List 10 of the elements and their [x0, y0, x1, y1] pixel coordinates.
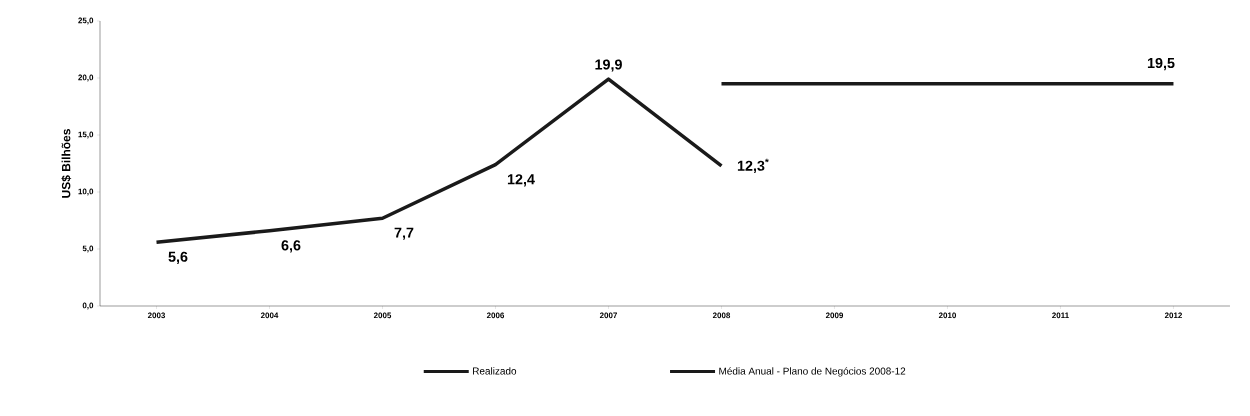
data-label: 19,5 — [1147, 57, 1175, 71]
legend-label: Realizado — [473, 367, 517, 375]
data-label: 5,6 — [168, 251, 188, 264]
data-label: 19,9 — [595, 59, 622, 72]
data-label: 6,6 — [281, 240, 301, 253]
data-label: 12,4 — [507, 174, 535, 187]
legend-label: Média Anual - Plano de Negócios 2008-12 — [719, 367, 906, 377]
y-axis-title: US$ Bilhões — [61, 129, 72, 198]
data-label: 7,7 — [394, 227, 414, 240]
data-label: 12,3$^{*}$ — [737, 158, 769, 173]
